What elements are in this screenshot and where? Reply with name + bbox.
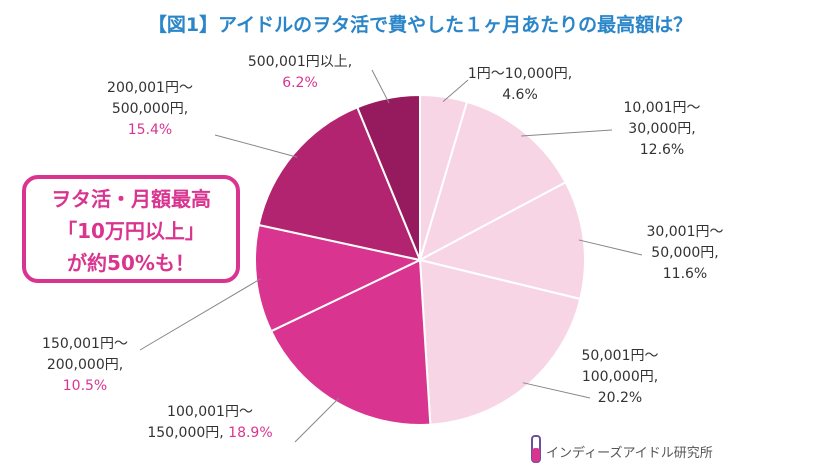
pie-slice [257, 106, 422, 262]
leader-line [521, 129, 613, 137]
pie [139, 69, 643, 443]
value-label: 12.6% [639, 142, 685, 158]
category-label: 200,001円〜 500,000円, [107, 80, 193, 117]
leader-line [214, 134, 298, 158]
slice-label: 100,001円〜 150,000円, 18.9% [147, 402, 272, 444]
leader-line [371, 69, 390, 104]
pie-slice [269, 258, 432, 426]
value-label: 15.4% [127, 122, 173, 138]
leader-line [139, 278, 262, 351]
pie-slice [356, 93, 421, 261]
value-label: 18.9% [228, 425, 273, 441]
value-label: 11.6% [662, 266, 708, 282]
slice-label: 50,001円〜 100,000円, 20.2% [582, 346, 659, 409]
value-label: 6.2% [282, 75, 318, 91]
pie-slice [418, 258, 582, 426]
chart-title: 【図1】アイドルのヲタ活で費やした１ヶ月あたりの最高額は？ [147, 14, 693, 36]
category-label: 50,001円〜 100,000円, [581, 348, 659, 385]
category-label: 10,001円〜 30,000円, [623, 100, 701, 137]
leader-line [294, 397, 340, 443]
category-label: 100,001円〜 150,000円, [147, 404, 253, 441]
slice-label: 1円〜10,000円, 4.6% [468, 64, 572, 106]
value-label: 10.5% [62, 378, 108, 394]
category-label: 500,001円以上, [247, 54, 353, 70]
slice-label: 10,001円〜 30,000円, 12.6% [624, 98, 701, 161]
slice-label: 150,001円〜 200,000円, 10.5% [42, 334, 128, 397]
source: インディーズアイドル研究所 [546, 446, 713, 461]
logo-icon [531, 435, 541, 463]
leader-line [522, 382, 591, 399]
slice-label: 200,001円〜 500,000円, 15.4% [107, 78, 193, 141]
value-label: 4.6% [502, 87, 538, 103]
slice-label: 500,001円以上, 6.2% [248, 52, 352, 94]
slice-label: 30,001円〜 50,000円, 11.6% [647, 222, 724, 285]
pie-slice [418, 100, 567, 263]
value-label: 20.2% [597, 390, 643, 406]
category-label: 30,001円〜 50,000円, [646, 224, 724, 261]
annotation: ヲタ活・月額最高 「10万円以上」 が約50%も！ [22, 175, 240, 283]
leader-line [442, 79, 469, 102]
category-label: 150,001円〜 200,000円, [42, 336, 128, 373]
leader-line [578, 239, 643, 256]
category-label: 1円〜10,000円, [467, 66, 573, 82]
